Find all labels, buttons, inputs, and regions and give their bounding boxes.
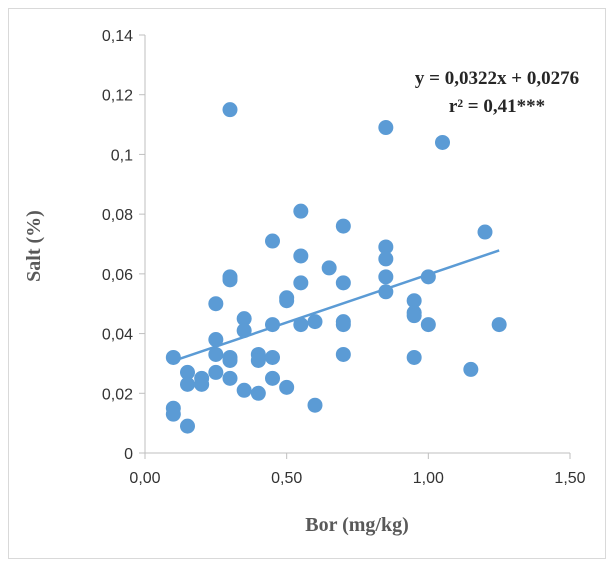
data-point	[236, 311, 252, 327]
data-point	[250, 385, 266, 401]
data-point	[477, 224, 493, 240]
data-point	[406, 308, 422, 324]
data-point	[279, 379, 295, 395]
y-tick-label: 0,12	[102, 88, 133, 105]
data-point	[406, 293, 422, 309]
data-point	[222, 272, 238, 288]
data-point	[378, 120, 394, 136]
data-point	[293, 275, 309, 291]
data-point	[307, 314, 323, 330]
data-point	[335, 218, 351, 234]
data-point	[208, 332, 224, 348]
x-tick-label: 1,00	[413, 470, 444, 487]
data-point	[250, 352, 266, 368]
data-point	[208, 364, 224, 380]
data-point	[378, 284, 394, 300]
data-point	[222, 352, 238, 368]
trendline-group	[172, 249, 500, 363]
data-point	[335, 275, 351, 291]
y-tick-label: 0,06	[102, 267, 133, 284]
x-tick-label: 1,50	[554, 470, 585, 487]
y-tick-label: 0,1	[111, 147, 133, 164]
data-point	[420, 269, 436, 285]
data-point	[208, 296, 224, 312]
data-point	[236, 382, 252, 398]
data-point	[279, 293, 295, 309]
data-point	[180, 418, 195, 434]
data-point	[265, 317, 280, 333]
data-point	[265, 233, 280, 249]
data-point	[165, 349, 181, 365]
y-tick-label: 0,04	[102, 327, 133, 344]
trendline	[172, 249, 500, 363]
x-axis-title: Bor (mg/kg)	[305, 514, 409, 536]
data-point	[406, 349, 422, 365]
data-point	[293, 203, 309, 219]
data-point	[378, 251, 394, 267]
y-tick-label: 0,14	[102, 28, 133, 45]
data-point	[236, 323, 252, 339]
data-point	[378, 269, 394, 285]
data-point	[165, 406, 181, 422]
data-point	[222, 370, 238, 386]
data-point	[420, 317, 436, 333]
data-point	[335, 346, 351, 362]
r-squared-label: r² = 0,41***	[449, 96, 545, 117]
data-point	[378, 239, 394, 255]
data-point	[307, 397, 323, 413]
x-tick-label: 0,00	[129, 470, 160, 487]
tick-labels: 0 0,02 0,04 0,06 0,08 0,1 0,12 0,14 0,00 0,50 1,00…	[102, 28, 586, 487]
regression-equation: y = 0,0322x + 0,0276	[415, 68, 579, 89]
x-tick-label: 0,50	[271, 470, 302, 487]
data-point	[293, 248, 309, 264]
data-point	[491, 317, 507, 333]
data-point	[180, 364, 195, 380]
y-tick-label: 0,02	[102, 386, 133, 403]
axes	[139, 34, 571, 459]
data-point	[208, 346, 224, 362]
data-point	[222, 102, 238, 118]
data-point	[265, 349, 280, 365]
data-point	[435, 134, 450, 150]
y-tick-label: 0	[124, 446, 133, 463]
data-points	[165, 102, 507, 434]
data-point	[265, 370, 280, 386]
data-point	[293, 317, 309, 333]
y-axis-title: Salt (%)	[23, 210, 45, 282]
data-point	[194, 376, 210, 392]
y-tick-label: 0,08	[102, 207, 133, 224]
data-point	[335, 317, 351, 333]
data-point	[463, 361, 479, 377]
data-point	[180, 376, 195, 392]
data-point	[321, 260, 337, 276]
